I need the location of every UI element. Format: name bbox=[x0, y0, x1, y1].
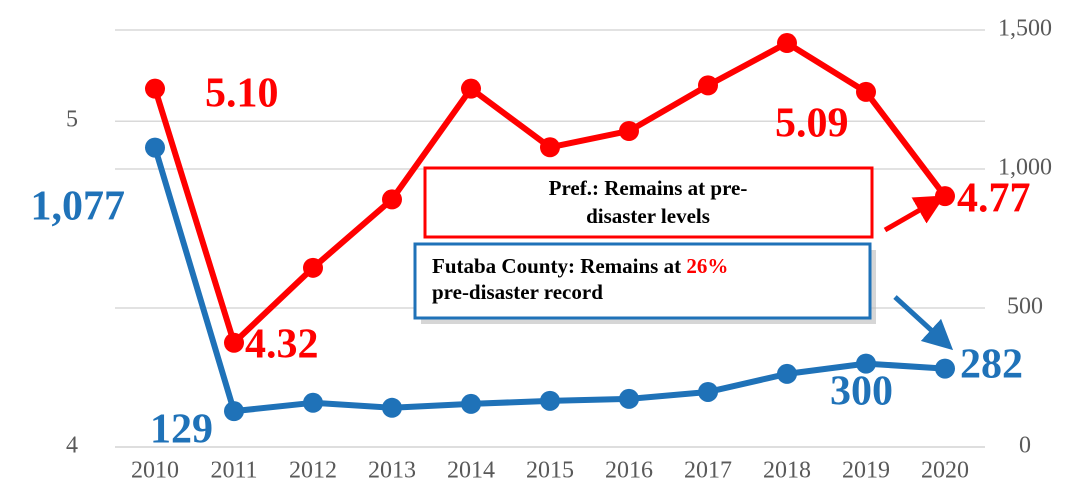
y-tick-label: 4 bbox=[66, 433, 78, 459]
point bbox=[698, 381, 718, 402]
value-label: 4.32 bbox=[245, 322, 319, 368]
futaba-annotation: Futaba County: Remains at 26% pre-disast… bbox=[413, 242, 954, 351]
y2-tick-label: 1,500 bbox=[998, 16, 1052, 42]
point bbox=[303, 257, 323, 278]
point bbox=[540, 390, 560, 411]
x-tick-label: 2019 bbox=[842, 458, 890, 484]
value-label: 300 bbox=[830, 369, 893, 415]
point bbox=[540, 137, 560, 158]
y2-tick-label: 1,000 bbox=[998, 155, 1052, 181]
x-tick-label: 2015 bbox=[526, 458, 574, 484]
point bbox=[382, 189, 402, 210]
x-tick-label: 2017 bbox=[684, 458, 732, 484]
futaba-highlight: 26% bbox=[686, 254, 728, 278]
x-tick-label: 2012 bbox=[289, 458, 337, 484]
futaba-box bbox=[413, 242, 872, 320]
pref-box bbox=[423, 166, 874, 239]
value-label: 5.10 bbox=[205, 71, 279, 117]
x-tick-label: 2016 bbox=[605, 458, 653, 484]
point bbox=[224, 401, 244, 422]
point bbox=[935, 186, 955, 207]
x-tick-label: 2011 bbox=[210, 458, 257, 484]
point bbox=[461, 393, 481, 414]
x-tick-label: 2013 bbox=[368, 458, 416, 484]
value-label: 4.77 bbox=[957, 176, 1031, 222]
y2-tick-label: 500 bbox=[1007, 294, 1043, 320]
x-tick-label: 2010 bbox=[131, 458, 179, 484]
point bbox=[619, 120, 639, 141]
point bbox=[698, 75, 718, 96]
x-tick-label: 2014 bbox=[447, 458, 495, 484]
x-tick-label: 2018 bbox=[763, 458, 811, 484]
point bbox=[856, 81, 876, 102]
point bbox=[145, 78, 165, 99]
point bbox=[382, 397, 402, 418]
futaba-arrow bbox=[893, 295, 954, 351]
pref-arrow bbox=[883, 195, 946, 233]
point bbox=[935, 358, 955, 379]
point bbox=[777, 33, 797, 54]
y2-tick-label: 0 bbox=[1019, 433, 1031, 459]
value-label: 5.09 bbox=[775, 101, 849, 147]
point bbox=[224, 332, 244, 353]
y-tick-label: 5 bbox=[66, 107, 78, 133]
pref-annotation: Pref.: Remains at pre- disaster levels bbox=[423, 166, 946, 239]
point bbox=[145, 137, 165, 158]
value-label: 129 bbox=[150, 407, 213, 453]
futaba-text-part: Futaba County: Remains at bbox=[432, 254, 686, 278]
x-tick-label: 2020 bbox=[921, 458, 969, 484]
futaba-text: pre-disaster record bbox=[432, 280, 603, 304]
value-label: 1,077 bbox=[31, 184, 126, 230]
point bbox=[777, 363, 797, 384]
value-label: 282 bbox=[960, 342, 1023, 388]
pref-text: Pref.: Remains at pre- bbox=[549, 176, 748, 200]
futaba-text: Futaba County: Remains at 26% bbox=[432, 254, 728, 278]
pref-text: disaster levels bbox=[586, 204, 710, 228]
point bbox=[856, 353, 876, 374]
point bbox=[619, 388, 639, 409]
point bbox=[461, 78, 481, 99]
point bbox=[303, 392, 323, 413]
